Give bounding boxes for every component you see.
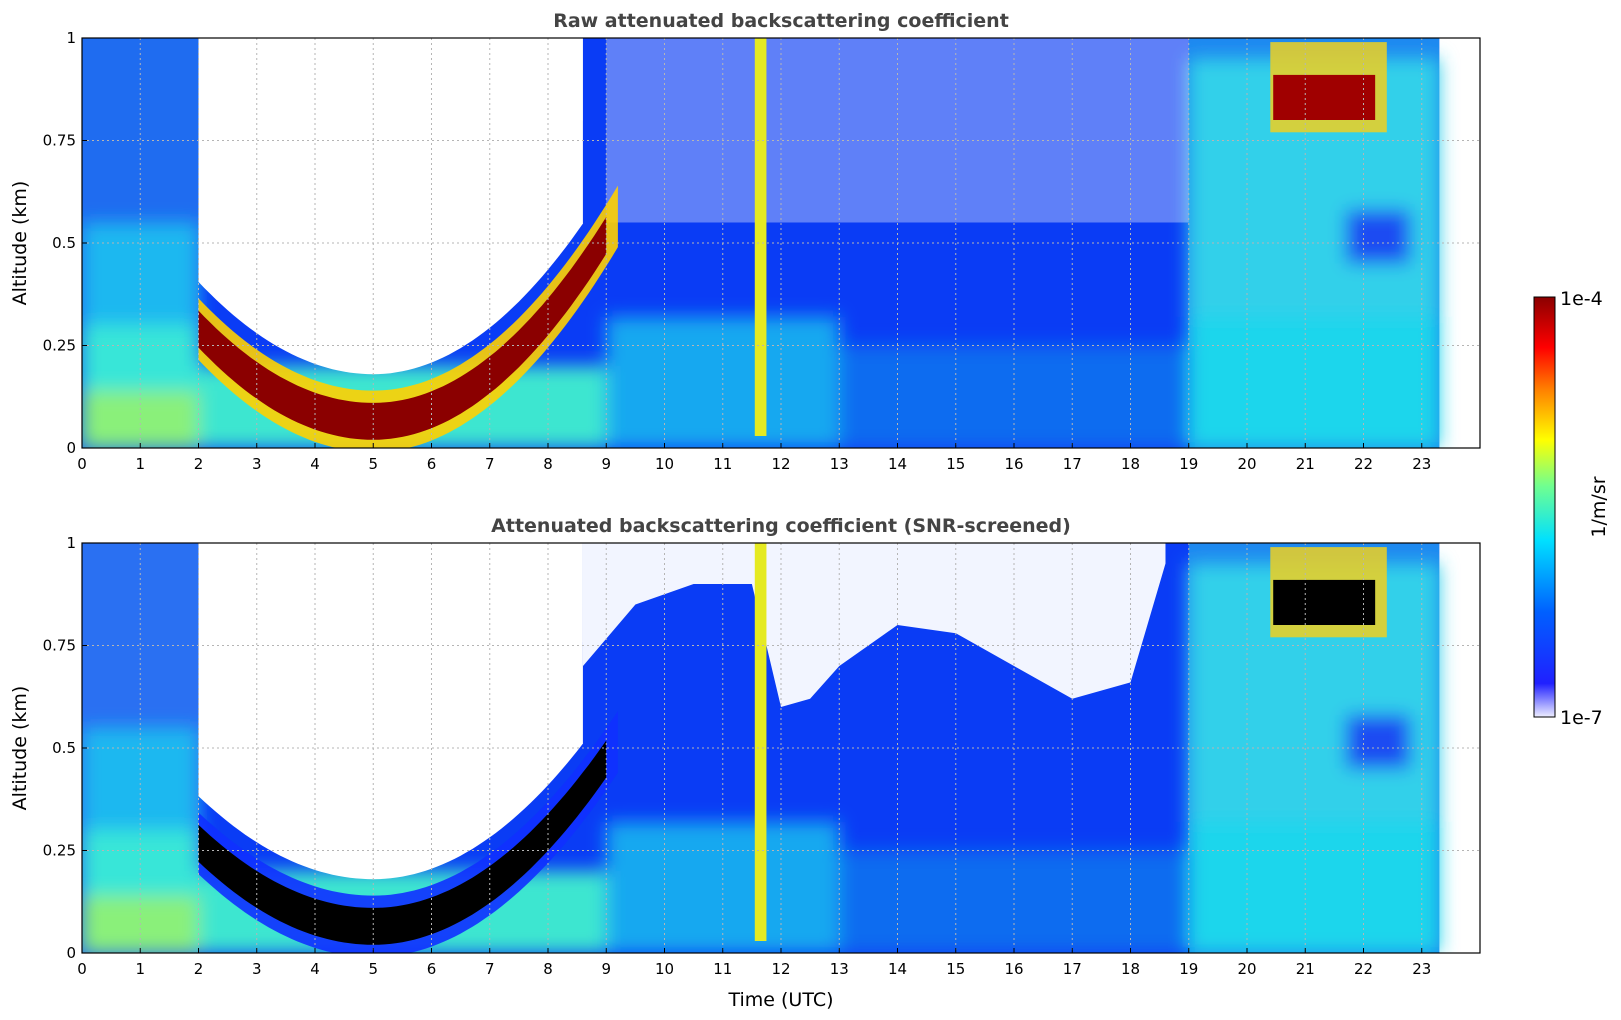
x-tick-label: 22 — [1354, 960, 1373, 978]
y-ticks: 0 0.25 0.5 0.75 1 — [43, 29, 87, 457]
x-tick-label: 1 — [135, 455, 145, 473]
cloud-base — [198, 740, 607, 945]
x-tick-label: 9 — [601, 960, 611, 978]
y-tick-label: 0.25 — [43, 842, 76, 860]
x-tick-label: 23 — [1412, 960, 1431, 978]
x-tick-label: 12 — [771, 960, 790, 978]
x-tick-label: 10 — [655, 960, 674, 978]
x-tick-label: 6 — [427, 960, 437, 978]
colorbar: 1e-4 1e-7 1/m/sr — [1533, 288, 1610, 729]
screened-region — [582, 543, 1166, 707]
x-tick-label: 7 — [485, 960, 495, 978]
cloud-base — [198, 217, 607, 440]
x-tick-label: 14 — [888, 455, 907, 473]
y-tick-label: 1 — [66, 29, 76, 47]
no-signal-region — [198, 38, 583, 375]
heatmap-image — [82, 38, 1440, 448]
x-tick-label: 4 — [310, 455, 320, 473]
x-tick-label: 18 — [1121, 960, 1140, 978]
panel-title: Attenuated backscattering coefficient (S… — [491, 515, 1071, 537]
y-axis-label: Altitude (km) — [9, 181, 31, 306]
fog-column — [754, 543, 767, 941]
upper-cloud — [1273, 579, 1376, 625]
y-tick-label: 0.75 — [43, 637, 76, 655]
x-tick-label: 20 — [1237, 960, 1256, 978]
x-tick-label: 2 — [194, 455, 204, 473]
x-tick-label: 20 — [1237, 455, 1256, 473]
colorbar-unit-label: 1/m/sr — [1588, 476, 1610, 537]
x-tick-label: 15 — [946, 455, 965, 473]
cloud-base-halo — [198, 711, 618, 953]
x-tick-label: 3 — [252, 455, 262, 473]
x-tick-label: 21 — [1296, 455, 1315, 473]
x-ticks: 0 1 2 3 4 5 6 7 8 9 10 11 12 13 14 15 16 17 18 19 20 21 22 23 — [77, 948, 1431, 978]
x-tick-label: 12 — [771, 455, 790, 473]
x-tick-label: 19 — [1179, 960, 1198, 978]
no-signal-region — [198, 543, 583, 880]
colorbar-gradient — [1533, 296, 1556, 718]
x-tick-label: 3 — [252, 960, 262, 978]
x-tick-label: 16 — [1004, 960, 1023, 978]
panel-title: Raw attenuated backscattering coefficien… — [553, 10, 1009, 32]
x-tick-label: 9 — [601, 455, 611, 473]
x-tick-label: 14 — [888, 960, 907, 978]
x-tick-label: 19 — [1179, 455, 1198, 473]
x-tick-label: 10 — [655, 455, 674, 473]
y-tick-label: 0.5 — [52, 234, 76, 252]
x-tick-label: 0 — [77, 455, 87, 473]
grid — [82, 543, 1480, 953]
colorbar-min-label: 1e-7 — [1560, 707, 1603, 729]
x-ticks: 0 1 2 3 4 5 6 7 8 9 10 11 12 13 14 15 16 17 18 19 20 21 22 23 — [77, 443, 1431, 473]
x-tick-label: 18 — [1121, 455, 1140, 473]
x-tick-label: 15 — [946, 960, 965, 978]
x-tick-label: 13 — [830, 960, 849, 978]
x-tick-label: 23 — [1412, 455, 1431, 473]
x-tick-label: 13 — [830, 455, 849, 473]
x-tick-label: 4 — [310, 960, 320, 978]
x-tick-label: 1 — [135, 960, 145, 978]
x-tick-label: 11 — [713, 455, 732, 473]
cloud-base-halo — [198, 185, 618, 448]
grid — [82, 38, 1480, 448]
panel-snr-screened: Attenuated backscattering coefficient (S… — [9, 515, 1481, 1011]
y-ticks: 0 0.25 0.5 0.75 1 — [43, 534, 87, 962]
x-tick-label: 0 — [77, 960, 87, 978]
x-tick-label: 17 — [1063, 455, 1082, 473]
x-tick-label: 6 — [427, 455, 437, 473]
upper-cloud — [1273, 74, 1376, 120]
y-axis-label: Altitude (km) — [9, 686, 31, 811]
aerosol-layer — [82, 58, 1440, 448]
x-tick-label: 5 — [368, 455, 378, 473]
y-tick-label: 0.75 — [43, 132, 76, 150]
x-tick-label: 11 — [713, 960, 732, 978]
y-tick-label: 0.5 — [52, 739, 76, 757]
heatmap-image — [82, 543, 1440, 953]
x-tick-label: 16 — [1004, 455, 1023, 473]
fog-column — [754, 38, 767, 436]
x-axis-label: Time (UTC) — [727, 989, 833, 1011]
x-tick-label: 2 — [194, 960, 204, 978]
colorbar-max-label: 1e-4 — [1560, 288, 1603, 310]
x-tick-label: 17 — [1063, 960, 1082, 978]
x-tick-label: 8 — [543, 960, 553, 978]
x-tick-label: 8 — [543, 455, 553, 473]
x-tick-label: 5 — [368, 960, 378, 978]
x-tick-label: 22 — [1354, 455, 1373, 473]
y-tick-label: 0 — [66, 944, 76, 962]
y-tick-label: 0.25 — [43, 337, 76, 355]
y-tick-label: 1 — [66, 534, 76, 552]
y-tick-label: 0 — [66, 439, 76, 457]
x-tick-label: 7 — [485, 455, 495, 473]
panel-raw: Raw attenuated backscattering coefficien… — [9, 10, 1481, 473]
x-tick-label: 21 — [1296, 960, 1315, 978]
